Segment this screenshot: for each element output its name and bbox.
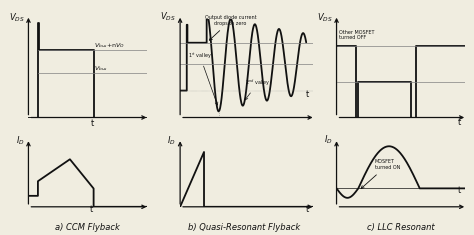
Text: 2$^{nd}$ valley: 2$^{nd}$ valley — [245, 78, 271, 100]
Text: t: t — [458, 186, 461, 195]
Text: c) LLC Resonant: c) LLC Resonant — [367, 223, 434, 232]
Text: Other MOSFET
turned OFF: Other MOSFET turned OFF — [339, 30, 374, 40]
Text: t: t — [306, 90, 310, 98]
Text: $V_{DS}$: $V_{DS}$ — [317, 12, 333, 24]
Text: $V_{bus}$+n$V_O$: $V_{bus}$+n$V_O$ — [94, 42, 125, 51]
Text: $V_{DS}$: $V_{DS}$ — [9, 12, 25, 24]
Text: t: t — [306, 205, 310, 214]
Text: MOSFET
turned ON: MOSFET turned ON — [361, 159, 401, 188]
Text: $I_D$: $I_D$ — [167, 134, 176, 147]
Text: a) CCM Flyback: a) CCM Flyback — [55, 223, 120, 232]
Text: $I_D$: $I_D$ — [324, 133, 333, 146]
Text: b) Quasi-Resonant Flyback: b) Quasi-Resonant Flyback — [188, 223, 300, 232]
Text: $V_{bus}$: $V_{bus}$ — [94, 64, 108, 73]
Text: $I_D$: $I_D$ — [16, 134, 25, 147]
Text: t: t — [458, 118, 461, 127]
Text: 1$^{st}$ valley: 1$^{st}$ valley — [188, 51, 218, 105]
Text: $V_{DS}$: $V_{DS}$ — [160, 11, 176, 24]
Text: Output diode current
drops to zero: Output diode current drops to zero — [205, 15, 256, 40]
Text: t: t — [90, 205, 93, 214]
Text: t: t — [91, 119, 94, 129]
